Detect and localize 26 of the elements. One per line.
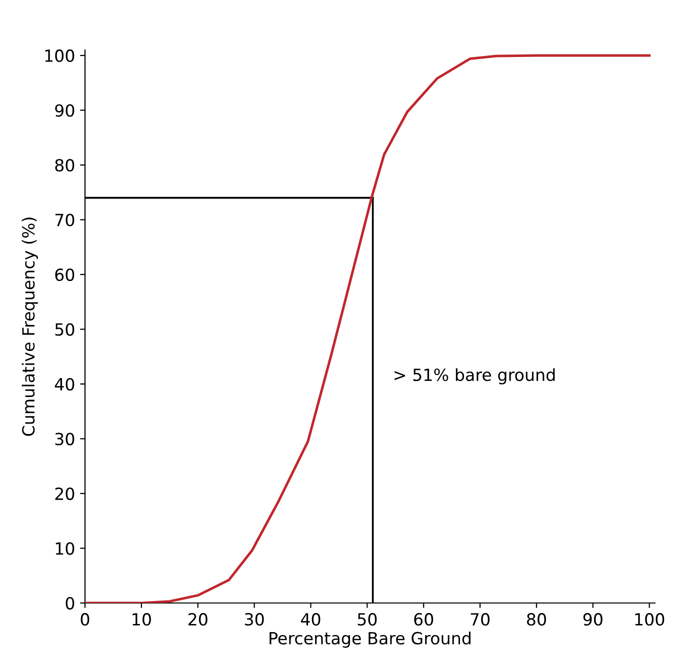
y-tick-label: 50 [55, 323, 74, 336]
x-axis-title: Percentage Bare Ground [270, 632, 470, 648]
annotation: > 51% bare ground [394, 368, 555, 384]
y-tick-label: 60 [55, 268, 74, 282]
x-tick-label: 70 [470, 613, 490, 626]
x-tick-label: 0 [80, 613, 90, 626]
y-tick-label: 20 [55, 487, 74, 500]
line-series [85, 54, 651, 603]
y-axis-title: Cumulative Frequency (%) [22, 218, 38, 436]
x-tick-label: 90 [583, 613, 602, 626]
y-tick-label: 70 [55, 214, 74, 226]
x-tick-label: 60 [414, 613, 434, 626]
x-tick-label: 50 [358, 613, 377, 626]
y-tick-label: 80 [55, 158, 74, 172]
y-tick-label: 40 [54, 378, 74, 391]
x-tick-label: 40 [300, 613, 320, 626]
y-tick-label: 100 [45, 49, 74, 62]
x-tick-label: 20 [188, 613, 208, 626]
x-tick-label: 100 [635, 613, 664, 626]
y-tick-label: 0 [66, 596, 74, 610]
y-tick-label: 30 [55, 432, 74, 446]
x-tick-label: 10 [132, 613, 151, 626]
x-tick-label: 30 [244, 613, 264, 626]
y-tick-label: 90 [55, 104, 74, 117]
y-tick-label: 10 [56, 542, 74, 555]
x-tick-label: 80 [527, 613, 546, 626]
